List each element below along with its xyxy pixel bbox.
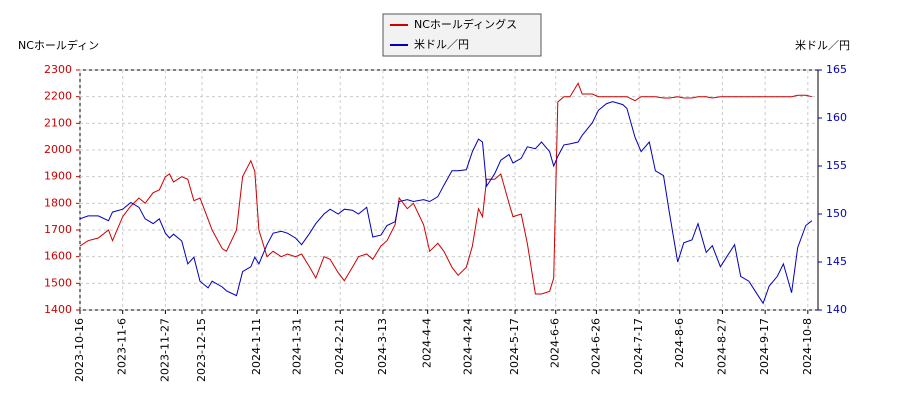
- x-tick-label: 2023-10-16: [73, 318, 86, 382]
- x-tick-label: 2024-2-21: [333, 318, 346, 375]
- x-tick-label: 2024-3-13: [376, 318, 389, 375]
- x-tick-label: 2024-6-26: [589, 318, 602, 375]
- legend-label: NCホールディングス: [414, 17, 517, 31]
- x-tick-label: 2024-4-4: [421, 318, 434, 368]
- y-tick-label: 1600: [44, 250, 72, 263]
- y-tick-label: 2100: [44, 116, 72, 129]
- y2-tick-label: 165: [826, 63, 847, 76]
- x-tick-label: 2024-9-17: [758, 318, 771, 375]
- legend: [382, 13, 542, 57]
- y2-tick-label: 150: [826, 207, 847, 220]
- y2-axis-label: 米ドル／円: [795, 39, 850, 52]
- x-tick-label: 2023-12-15: [195, 318, 208, 382]
- y2-tick-label: 140: [826, 303, 847, 316]
- y2-tick-label: 155: [826, 159, 847, 172]
- x-tick-label: 2023-11-27: [158, 318, 171, 382]
- y-tick-label: 1400: [44, 303, 72, 316]
- x-tick-label: 2024-1-11: [250, 318, 263, 375]
- x-tick-label: 2024-8-6: [673, 318, 686, 368]
- y-tick-label: 1700: [44, 223, 72, 236]
- x-tick-label: 2024-5-17: [508, 318, 521, 375]
- x-tick-label: 2024-4-24: [461, 318, 474, 375]
- x-tick-label: 2024-6-6: [549, 318, 562, 368]
- x-tick-label: 2023-11-6: [116, 318, 129, 375]
- y-tick-label: 2200: [44, 90, 72, 103]
- series-line: [79, 101, 813, 305]
- y2-tick-label: 145: [826, 255, 847, 268]
- y2-tick-label: 160: [826, 111, 847, 124]
- y-tick-label: 2300: [44, 63, 72, 76]
- x-tick-label: 2024-7-17: [632, 318, 645, 375]
- legend-label: 米ドル／円: [414, 38, 469, 51]
- series-line: [79, 82, 813, 295]
- y-axis-label: NCホールディン: [18, 38, 99, 52]
- y-tick-label: 2000: [44, 143, 72, 156]
- y-tick-label: 1800: [44, 196, 72, 209]
- y-tick-label: 1500: [44, 276, 72, 289]
- x-tick-label: 2024-8-27: [715, 318, 728, 375]
- x-tick-label: 2024-10-8: [801, 318, 814, 375]
- x-tick-label: 2024-1-31: [291, 318, 304, 375]
- y-tick-label: 1900: [44, 170, 72, 183]
